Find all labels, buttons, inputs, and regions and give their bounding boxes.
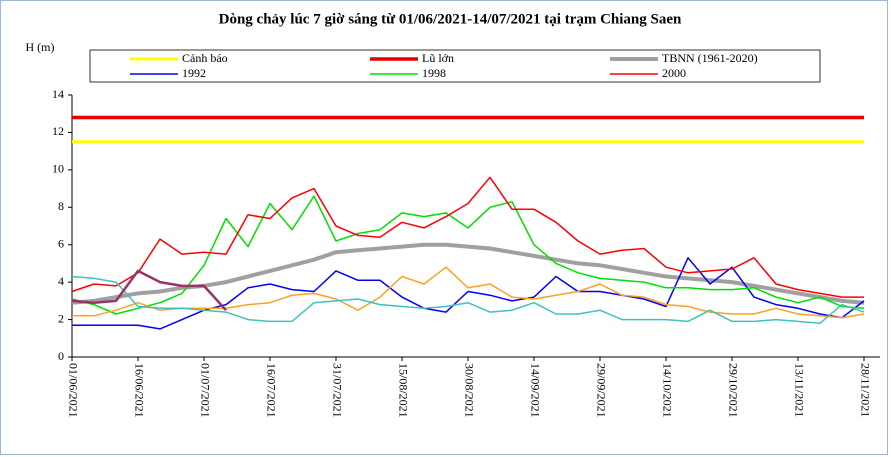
legend-label: 1992 [182, 66, 206, 80]
x-tick-label: 29/09/2021 [594, 363, 608, 418]
series-line [71, 269, 227, 312]
x-tick-label: 13/11/2021 [792, 363, 806, 417]
x-tick-label: 14/09/2021 [528, 363, 542, 418]
x-tick-label: 28/11/2021 [858, 363, 872, 417]
legend [89, 49, 821, 83]
y-tick-label: 6 [58, 236, 64, 250]
x-tick-label: 14/10/2021 [660, 363, 674, 418]
x-tick-label: 01/06/2021 [66, 363, 80, 418]
series-line [71, 195, 865, 315]
legend-label: TBNN (1961-2020) [662, 51, 758, 65]
x-tick-label: 16/07/2021 [264, 363, 278, 418]
y-tick-label: 8 [58, 199, 64, 213]
y-tick-label: 14 [52, 87, 64, 101]
y-tick-label: 10 [52, 162, 64, 176]
y-tick-label: 4 [58, 274, 64, 288]
legend-label: 1998 [422, 66, 446, 80]
x-tick-label: 01/07/2021 [198, 363, 212, 418]
legend-label: Lũ lớn [422, 51, 454, 65]
x-tick-label: 30/08/2021 [462, 363, 476, 418]
y-tick-label: 12 [52, 124, 64, 138]
x-tick-label: 16/06/2021 [132, 363, 146, 418]
series-line [71, 275, 865, 325]
legend-label: Cảnh báo [182, 51, 228, 65]
x-tick-label: 15/08/2021 [396, 363, 410, 418]
series-line [71, 176, 864, 298]
y-axis-label: H (m) [26, 40, 55, 54]
y-tick-label: 0 [58, 349, 64, 363]
x-tick-label: 29/10/2021 [726, 363, 740, 418]
y-tick-label: 2 [58, 311, 64, 325]
series-line [72, 266, 865, 319]
x-tick-label: 31/07/2021 [330, 363, 344, 418]
legend-label: 2000 [662, 66, 686, 80]
chart-title: Dòng chảy lúc 7 giờ sáng từ 01/06/2021-1… [219, 11, 682, 27]
